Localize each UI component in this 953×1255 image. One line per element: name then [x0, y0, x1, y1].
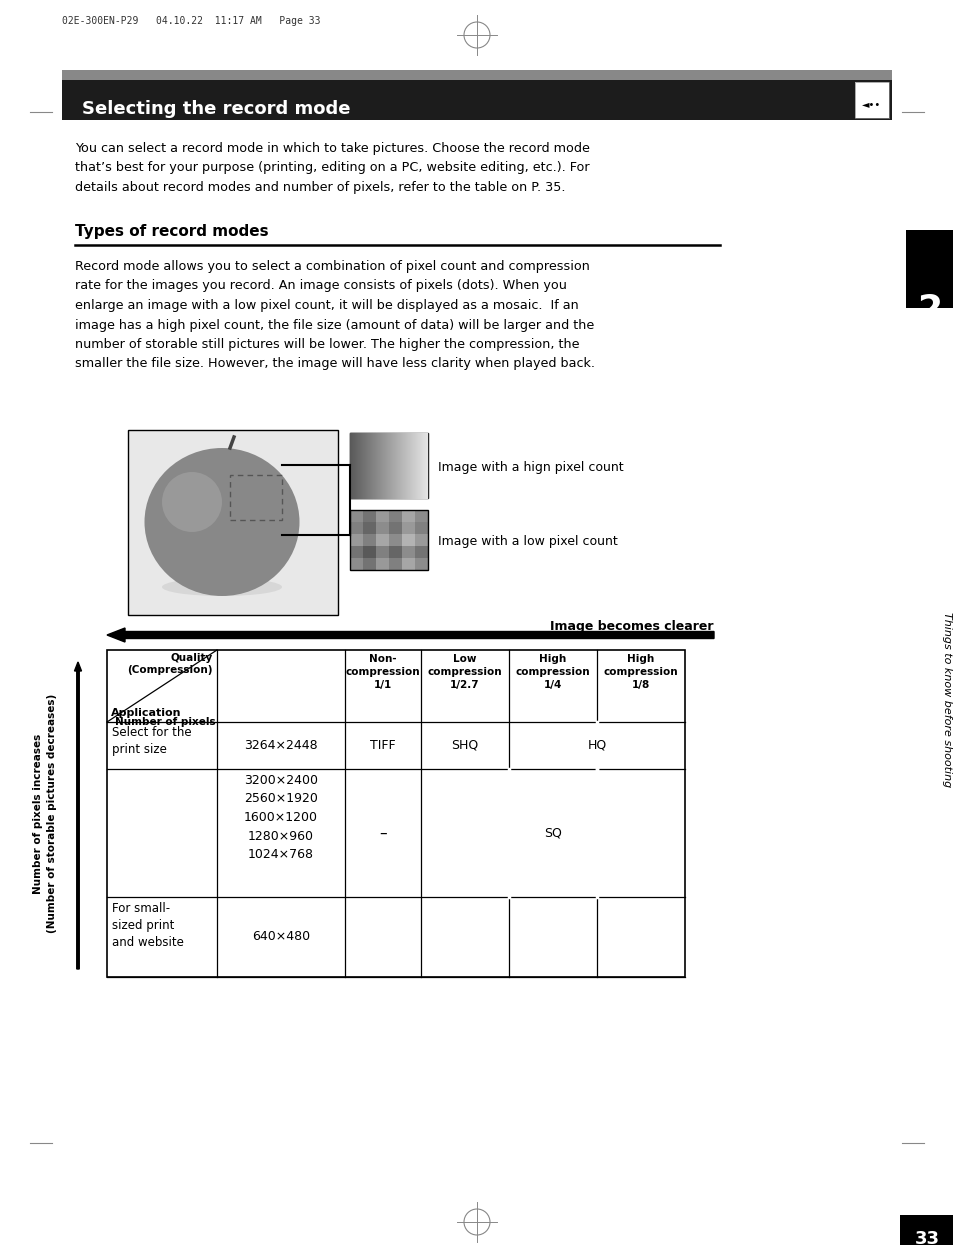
- Bar: [62, 80, 891, 120]
- Text: 2: 2: [917, 292, 942, 328]
- Bar: [363, 510, 375, 522]
- Bar: [415, 533, 428, 546]
- Bar: [854, 82, 888, 118]
- Text: Record mode allows you to select a combination of pixel count and compression
ra: Record mode allows you to select a combi…: [75, 260, 595, 370]
- Text: High
compression
1/4: High compression 1/4: [516, 654, 590, 689]
- Text: Image with a low pixel count: Image with a low pixel count: [437, 536, 618, 548]
- Bar: [415, 546, 428, 558]
- Text: Types of record modes: Types of record modes: [75, 223, 269, 238]
- Bar: [375, 546, 389, 558]
- Text: ◄••: ◄••: [862, 99, 881, 109]
- Bar: [363, 533, 375, 546]
- Ellipse shape: [162, 472, 222, 532]
- Text: You can select a record mode in which to take pictures. Choose the record mode
t: You can select a record mode in which to…: [75, 142, 589, 195]
- Text: Quality
(Compression): Quality (Compression): [128, 653, 213, 675]
- Text: 3264×2448: 3264×2448: [244, 739, 317, 752]
- FancyArrow shape: [107, 628, 713, 643]
- Text: HQ: HQ: [587, 739, 606, 752]
- Bar: [389, 558, 401, 570]
- Bar: [350, 522, 363, 533]
- Text: Application: Application: [111, 708, 181, 718]
- Bar: [401, 510, 415, 522]
- Text: Selecting the record mode: Selecting the record mode: [82, 100, 350, 118]
- Bar: [350, 510, 428, 570]
- Text: Non-
compression
1/1: Non- compression 1/1: [345, 654, 420, 689]
- Bar: [389, 522, 401, 533]
- Bar: [415, 510, 428, 522]
- FancyArrow shape: [74, 661, 81, 969]
- Text: 640×480: 640×480: [252, 930, 310, 944]
- Text: SHQ: SHQ: [451, 739, 478, 752]
- Text: High
compression
1/8: High compression 1/8: [603, 654, 678, 689]
- Bar: [415, 558, 428, 570]
- Bar: [905, 230, 953, 307]
- Bar: [854, 82, 888, 118]
- Text: Number of pixels: Number of pixels: [115, 717, 215, 727]
- Text: Number of pixels increases
(Number of storable pictures decreases): Number of pixels increases (Number of st…: [33, 694, 56, 934]
- Bar: [107, 650, 684, 976]
- Bar: [401, 522, 415, 533]
- Bar: [375, 558, 389, 570]
- Bar: [350, 510, 363, 522]
- Bar: [401, 558, 415, 570]
- Text: SQ: SQ: [543, 827, 561, 840]
- Ellipse shape: [162, 579, 282, 596]
- Bar: [350, 433, 428, 498]
- Bar: [401, 533, 415, 546]
- Bar: [363, 546, 375, 558]
- Text: 3200×2400
2560×1920
1600×1200
1280×960
1024×768: 3200×2400 2560×1920 1600×1200 1280×960 1…: [244, 774, 317, 861]
- Bar: [230, 474, 282, 520]
- Bar: [389, 533, 401, 546]
- Bar: [375, 533, 389, 546]
- Bar: [62, 70, 891, 80]
- Bar: [415, 522, 428, 533]
- Text: Image with a hign pixel count: Image with a hign pixel count: [437, 461, 623, 473]
- Text: 33: 33: [914, 1230, 939, 1247]
- Text: Things to know before shooting: Things to know before shooting: [941, 612, 951, 788]
- Bar: [899, 1215, 953, 1245]
- Bar: [363, 522, 375, 533]
- Text: –: –: [378, 826, 386, 841]
- Bar: [389, 546, 401, 558]
- Bar: [363, 558, 375, 570]
- Bar: [375, 510, 389, 522]
- Text: Low
compression
1/2.7: Low compression 1/2.7: [427, 654, 502, 689]
- Bar: [350, 533, 363, 546]
- Text: TIFF: TIFF: [370, 739, 395, 752]
- Text: 02E-300EN-P29   04.10.22  11:17 AM   Page 33: 02E-300EN-P29 04.10.22 11:17 AM Page 33: [62, 16, 320, 26]
- Text: Image becomes clearer: Image becomes clearer: [550, 620, 713, 633]
- Bar: [128, 430, 337, 615]
- Text: For small-
sized print
and website: For small- sized print and website: [112, 902, 184, 949]
- Ellipse shape: [144, 448, 299, 596]
- Bar: [375, 522, 389, 533]
- Bar: [350, 558, 363, 570]
- Text: Select for the
print size: Select for the print size: [112, 725, 192, 756]
- Bar: [401, 546, 415, 558]
- Bar: [389, 510, 401, 522]
- Bar: [350, 546, 363, 558]
